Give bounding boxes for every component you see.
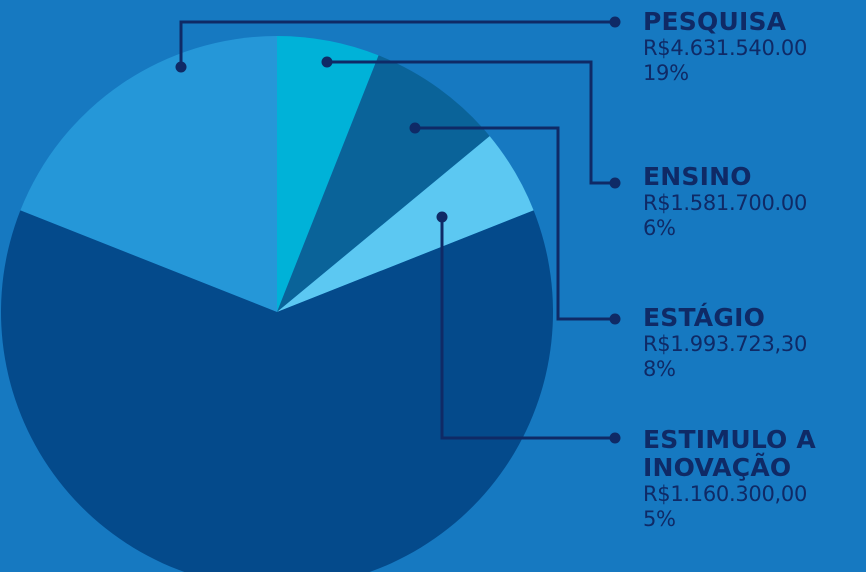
legend-item-ensino: ENSINO R$1.581.700.00 6%: [643, 163, 858, 241]
legend-value-pesquisa: R$4.631.540.00: [643, 36, 808, 60]
legend-percent-estagio: 8%: [643, 357, 676, 381]
legend-item-estimulo-inovacao: ESTIMULO A INOVAÇÃO R$1.160.300,00 5%: [643, 426, 858, 532]
legend-value-ensino: R$1.581.700.00: [643, 191, 808, 215]
leader-line-estagio: [415, 126, 615, 321]
leader-dot-legend-estimulo-inovacao: [609, 432, 621, 444]
leader-lines: [175, 16, 621, 444]
leader-dot-legend-estagio: [609, 313, 621, 325]
legend-item-estagio: ESTÁGIO R$1.993.723,30 8%: [643, 304, 858, 382]
leader-line-pesquisa: [179, 20, 615, 67]
leader-dot-slice-pesquisa: [175, 61, 187, 73]
pie-slice-ensino: [277, 36, 379, 312]
leader-dot-slice-estagio: [409, 122, 421, 134]
leader-line-estimulo-inovacao: [440, 217, 615, 440]
leader-dot-legend-ensino: [609, 177, 621, 189]
legend-percent-pesquisa: 19%: [643, 61, 689, 85]
legend-label-estagio: ESTÁGIO: [643, 303, 766, 332]
legend-value-estimulo-inovacao: R$1.160.300,00: [643, 482, 808, 506]
legend-label-pesquisa: PESQUISA: [643, 7, 787, 36]
legend-value-estagio: R$1.993.723,30: [643, 332, 808, 356]
leader-line-ensino: [327, 60, 615, 185]
pie-slice-remainder: [1, 210, 553, 572]
leader-dot-slice-estimulo-inovacao: [436, 211, 448, 223]
leader-dot-slice-ensino: [321, 56, 333, 68]
legend-percent-estimulo-inovacao: 5%: [643, 507, 676, 531]
legend-item-pesquisa: PESQUISA R$4.631.540.00 19%: [643, 8, 858, 86]
pie-slice-estagio: [277, 55, 490, 312]
legend-label-estimulo-inovacao: ESTIMULO A INOVAÇÃO: [643, 425, 816, 482]
pie-slices: [1, 36, 553, 572]
legend-percent-ensino: 6%: [643, 216, 676, 240]
leader-dot-legend-pesquisa: [609, 16, 621, 28]
pie-slice-estimulo-inovacao: [277, 136, 534, 312]
pie-slice-pesquisa: [20, 36, 277, 312]
legend-label-ensino: ENSINO: [643, 162, 752, 191]
